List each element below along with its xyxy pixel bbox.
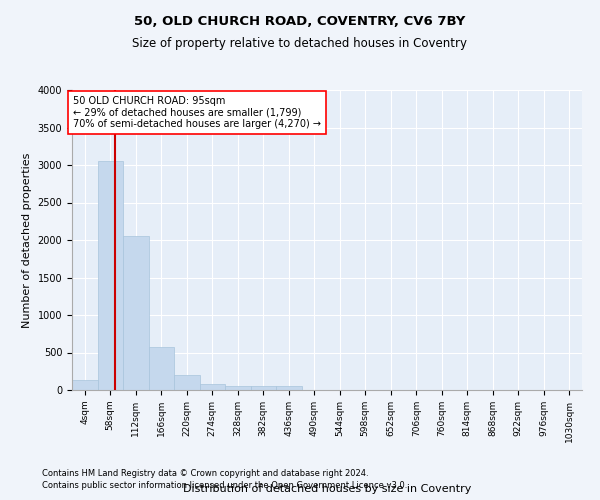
Bar [149, 347, 174, 390]
Bar [225, 386, 251, 390]
Bar [251, 386, 276, 390]
Text: 50 OLD CHURCH ROAD: 95sqm
← 29% of detached houses are smaller (1,799)
70% of se: 50 OLD CHURCH ROAD: 95sqm ← 29% of detac… [73, 96, 321, 129]
Bar [72, 380, 97, 390]
Bar [200, 384, 225, 390]
Text: Size of property relative to detached houses in Coventry: Size of property relative to detached ho… [133, 38, 467, 51]
Bar [174, 374, 199, 390]
Bar [97, 160, 123, 390]
X-axis label: Distribution of detached houses by size in Coventry: Distribution of detached houses by size … [183, 484, 471, 494]
Bar [276, 386, 302, 390]
Bar [123, 236, 149, 390]
Text: Contains public sector information licensed under the Open Government Licence v3: Contains public sector information licen… [42, 481, 407, 490]
Text: Contains HM Land Registry data © Crown copyright and database right 2024.: Contains HM Land Registry data © Crown c… [42, 468, 368, 477]
Y-axis label: Number of detached properties: Number of detached properties [22, 152, 32, 328]
Text: 50, OLD CHURCH ROAD, COVENTRY, CV6 7BY: 50, OLD CHURCH ROAD, COVENTRY, CV6 7BY [134, 15, 466, 28]
